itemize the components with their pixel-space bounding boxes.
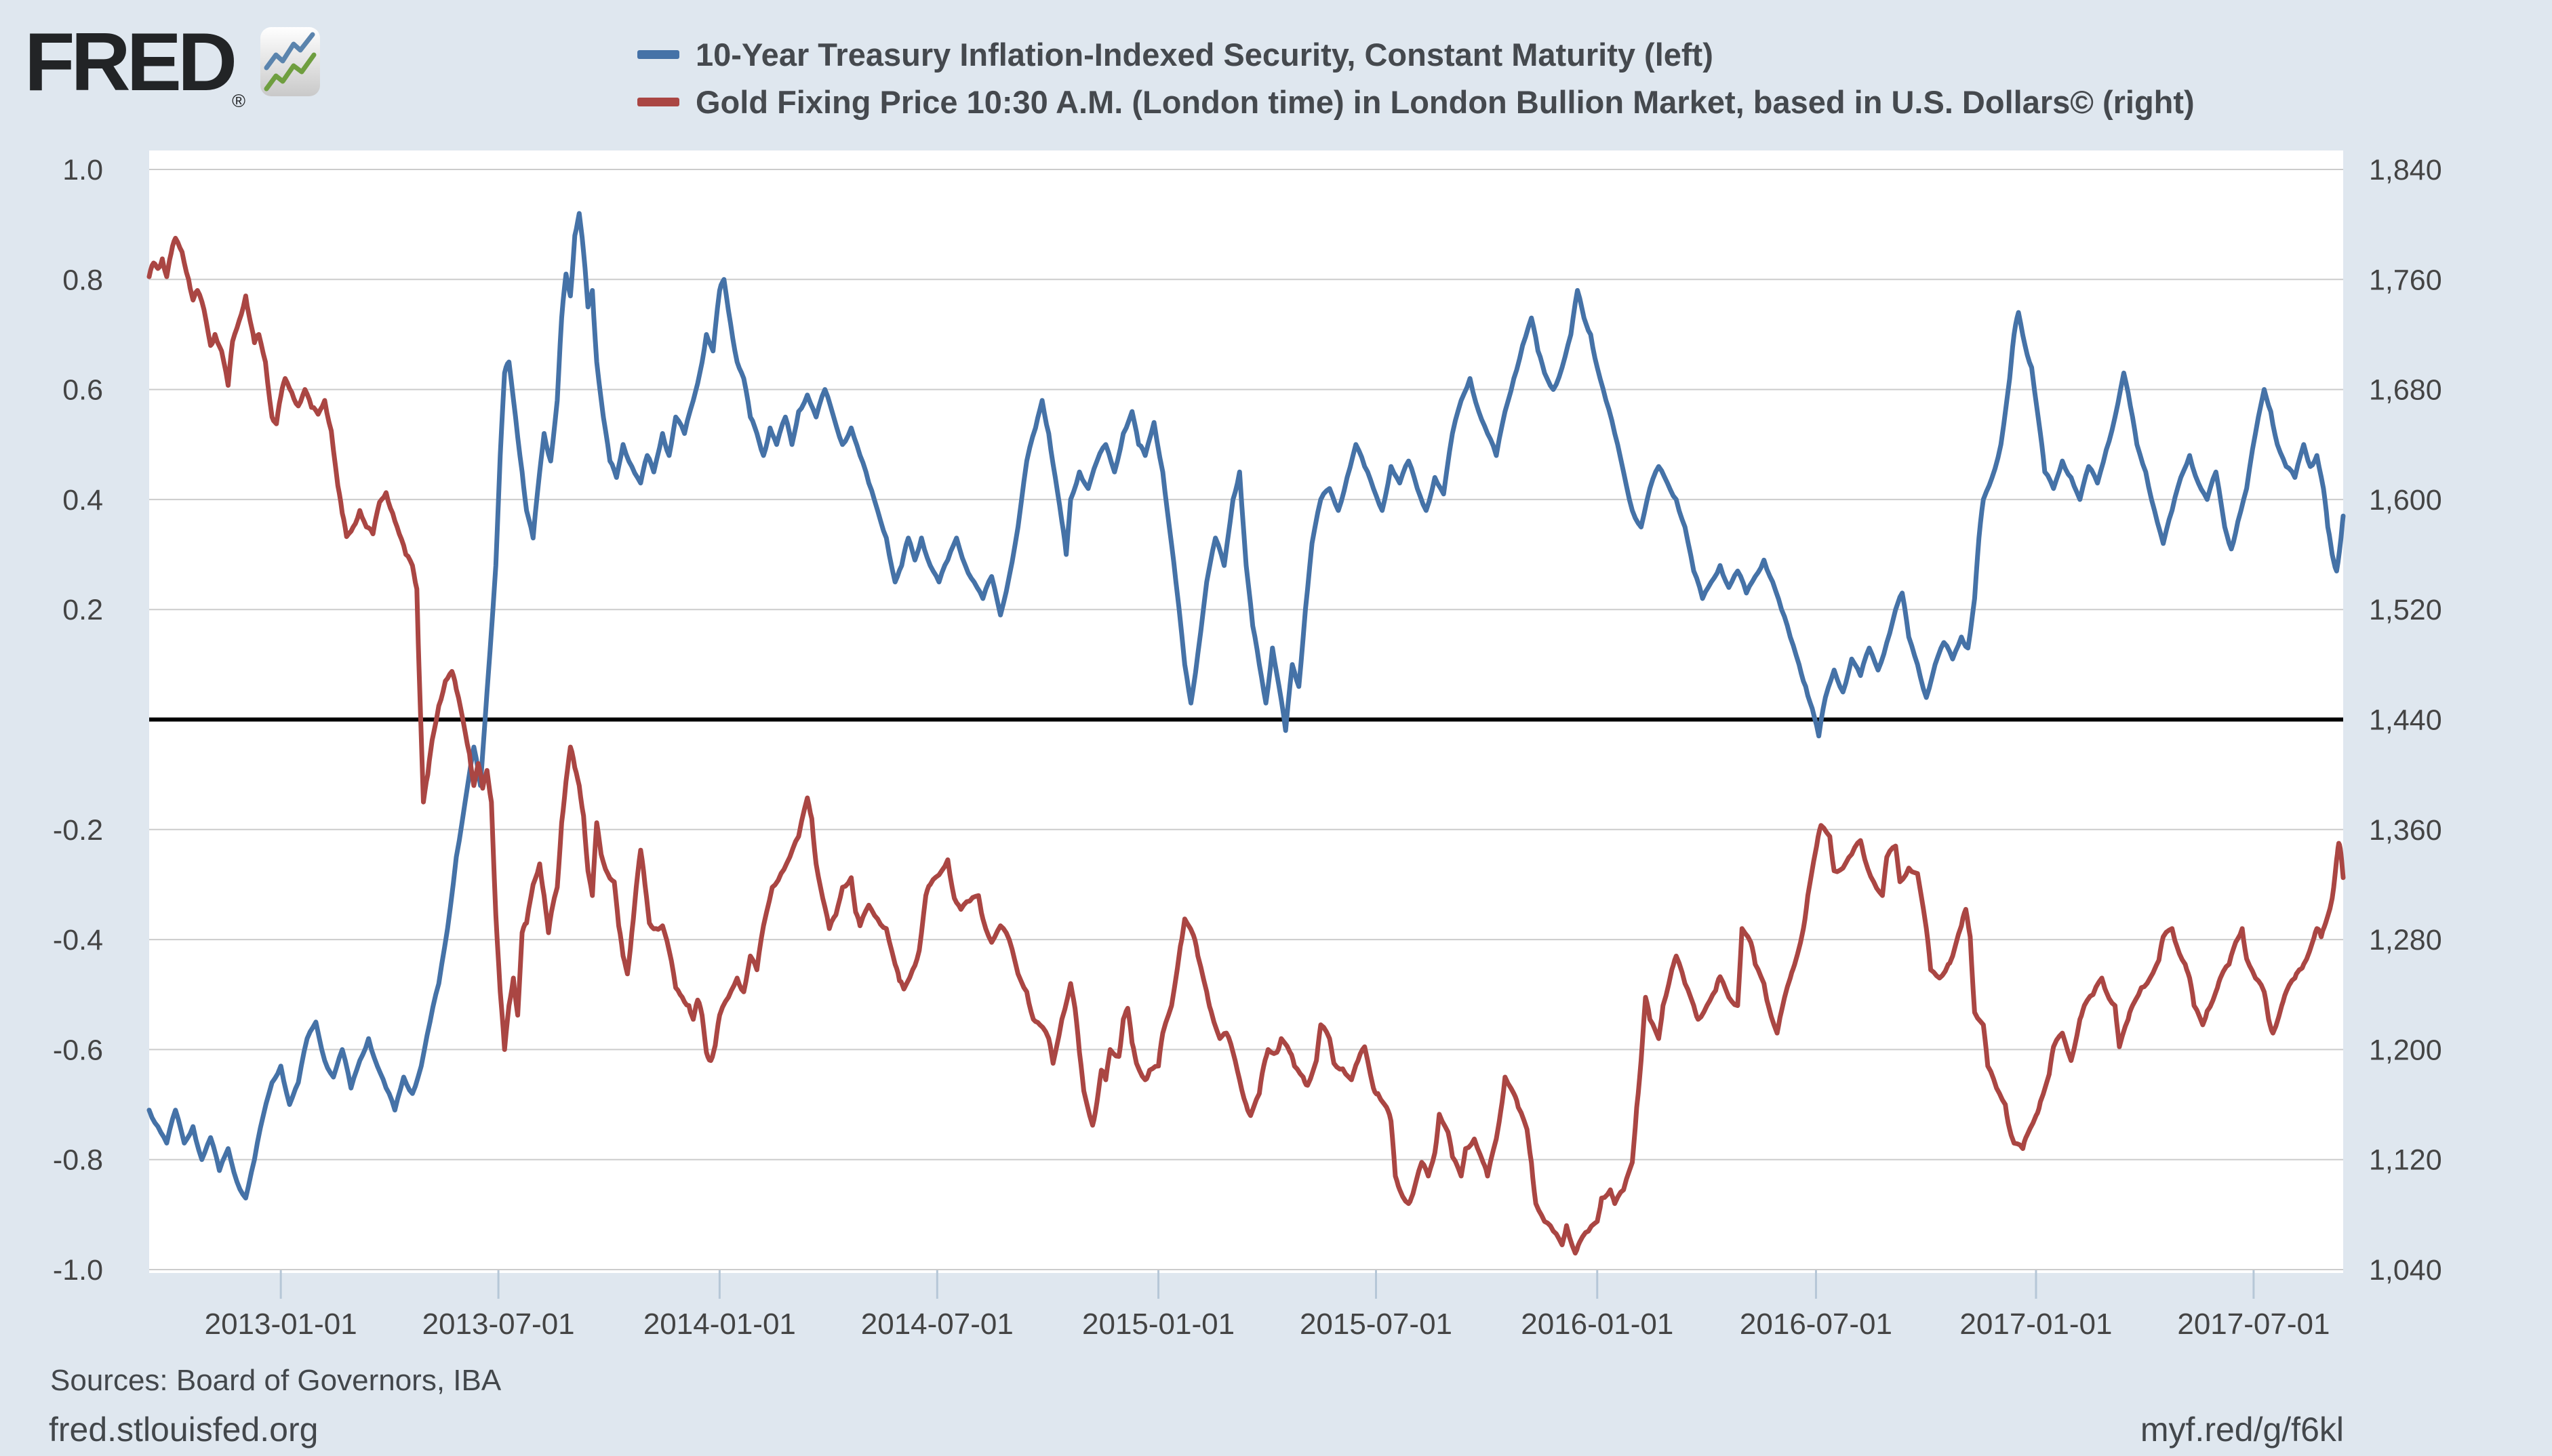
- y-right-tick-label: 1,440: [2369, 704, 2442, 737]
- legend-item-treasury: 10-Year Treasury Inflation-Indexed Secur…: [637, 36, 2195, 73]
- y-right-tick-label: 1,680: [2369, 374, 2442, 407]
- y-left-tick-label: -0.2: [53, 814, 103, 847]
- fred-logo[interactable]: FRED ®: [24, 16, 321, 111]
- y-right-tick-label: 1,280: [2369, 924, 2442, 956]
- y-left-tick-label: -0.4: [53, 924, 103, 956]
- short-url-link[interactable]: myf.red/g/f6kl: [2140, 1411, 2344, 1449]
- y-left-tick-label: 0.2: [62, 594, 103, 626]
- y-right-tick-label: 1,840: [2369, 154, 2442, 186]
- x-tick-label: 2015-01-01: [1082, 1308, 1235, 1341]
- x-tick-label: 2016-07-01: [1740, 1308, 1892, 1341]
- fred-site-link[interactable]: fred.stlouisfed.org: [49, 1411, 319, 1449]
- y-right-tick-label: 1,040: [2369, 1254, 2442, 1287]
- y-right-tick-label: 1,200: [2369, 1034, 2442, 1066]
- y-left-tick-label: 1.0: [62, 154, 103, 186]
- y-right-tick-label: 1,360: [2369, 814, 2442, 847]
- sources-text: Sources: Board of Governors, IBA: [50, 1364, 502, 1397]
- y-right-tick-label: 1,600: [2369, 484, 2442, 517]
- x-tick-label: 2017-01-01: [1959, 1308, 2112, 1341]
- y-right-tick-label: 1,520: [2369, 594, 2442, 626]
- y-right-tick-label: 1,120: [2369, 1144, 2442, 1177]
- legend-item-gold: Gold Fixing Price 10:30 A.M. (London tim…: [637, 83, 2195, 120]
- x-tick-label: 2016-01-01: [1521, 1308, 1673, 1341]
- y-left-tick-label: 0.6: [62, 374, 103, 407]
- registered-trademark-symbol: ®: [232, 91, 246, 111]
- x-tick-label: 2014-07-01: [861, 1308, 1014, 1341]
- treasury-series-label: 10-Year Treasury Inflation-Indexed Secur…: [696, 36, 1713, 73]
- y-left-tick-label: -1.0: [53, 1254, 103, 1287]
- gold-series-label: Gold Fixing Price 10:30 A.M. (London tim…: [696, 83, 2195, 120]
- treasury-series-swatch: [637, 49, 679, 59]
- y-left-tick-label: -0.6: [53, 1034, 103, 1066]
- legend: 10-Year Treasury Inflation-Indexed Secur…: [637, 37, 2195, 132]
- gold-series-line[interactable]: [146, 235, 2346, 1256]
- treasury-series-line[interactable]: [146, 211, 2346, 1200]
- y-left-tick-label: 0.8: [62, 264, 103, 296]
- y-left-tick-label: 0.4: [62, 484, 103, 517]
- x-tick-label: 2017-07-01: [2177, 1308, 2330, 1341]
- y-left-tick-label: -0.8: [53, 1144, 103, 1177]
- gold-series-swatch: [637, 97, 679, 106]
- x-tick-label: 2015-07-01: [1300, 1308, 1452, 1341]
- x-tick-label: 2013-01-01: [205, 1308, 357, 1341]
- y-right-tick-label: 1,760: [2369, 264, 2442, 296]
- plot-area[interactable]: [149, 150, 2343, 1273]
- fred-zigzag-chart-icon: [260, 27, 321, 96]
- x-tick-label: 2014-01-01: [643, 1308, 796, 1341]
- fred-logo-text: FRED: [24, 16, 237, 108]
- x-tick-label: 2013-07-01: [422, 1308, 575, 1341]
